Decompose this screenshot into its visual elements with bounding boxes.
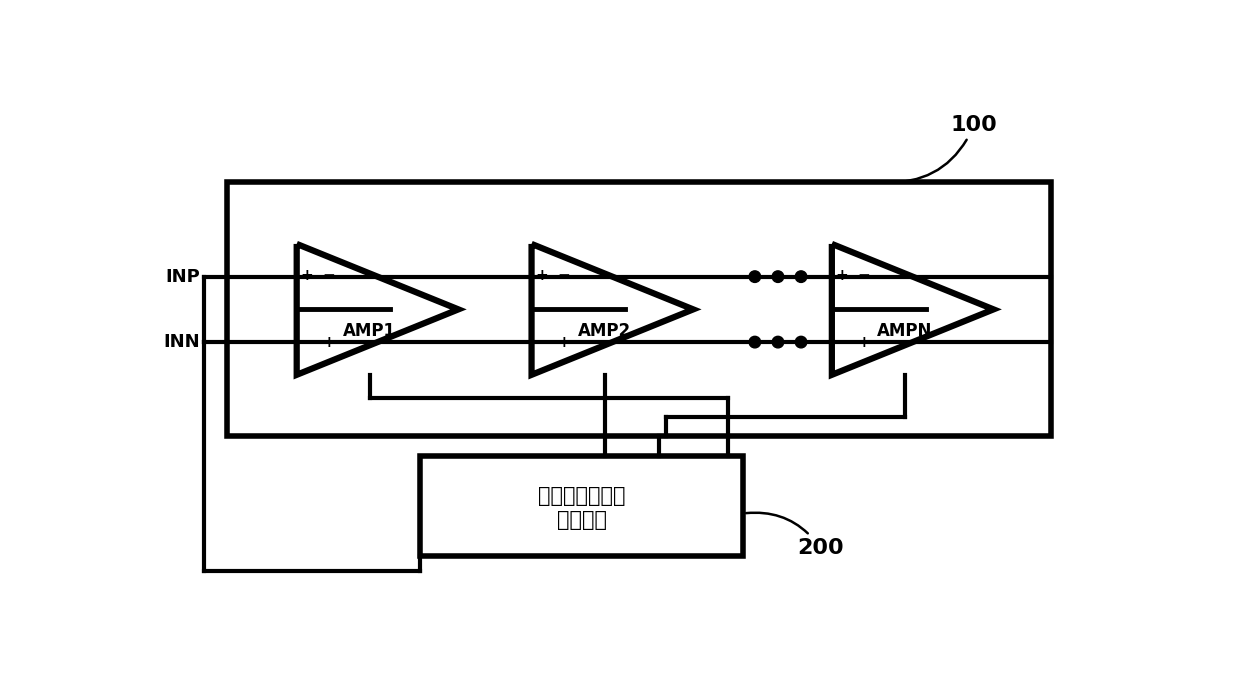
Text: INP: INP xyxy=(166,267,201,285)
Text: 100: 100 xyxy=(884,114,998,182)
Text: +: + xyxy=(858,335,870,350)
Text: +: + xyxy=(558,335,570,350)
Text: −: − xyxy=(536,335,548,350)
Text: −: − xyxy=(322,268,335,283)
Circle shape xyxy=(795,336,807,348)
Text: −: − xyxy=(558,268,570,283)
FancyBboxPatch shape xyxy=(227,182,1052,436)
Text: −: − xyxy=(300,335,312,350)
FancyBboxPatch shape xyxy=(420,456,743,556)
Circle shape xyxy=(773,271,784,283)
Circle shape xyxy=(773,336,784,348)
Circle shape xyxy=(749,336,760,348)
Text: AMPN: AMPN xyxy=(878,322,932,340)
Text: AMP2: AMP2 xyxy=(578,322,631,340)
Text: +: + xyxy=(536,268,548,283)
Text: +: + xyxy=(300,268,312,283)
Text: 200: 200 xyxy=(746,513,843,558)
Circle shape xyxy=(795,271,807,283)
Text: +: + xyxy=(836,268,848,283)
Text: 共模瞬态自适应: 共模瞬态自适应 xyxy=(538,487,625,507)
Text: INN: INN xyxy=(164,333,201,351)
Text: −: − xyxy=(858,268,870,283)
Circle shape xyxy=(749,271,760,283)
Text: −: − xyxy=(836,335,848,350)
Text: +: + xyxy=(322,335,335,350)
Text: AMP1: AMP1 xyxy=(343,322,397,340)
Text: 偏置电路: 偏置电路 xyxy=(557,510,606,530)
